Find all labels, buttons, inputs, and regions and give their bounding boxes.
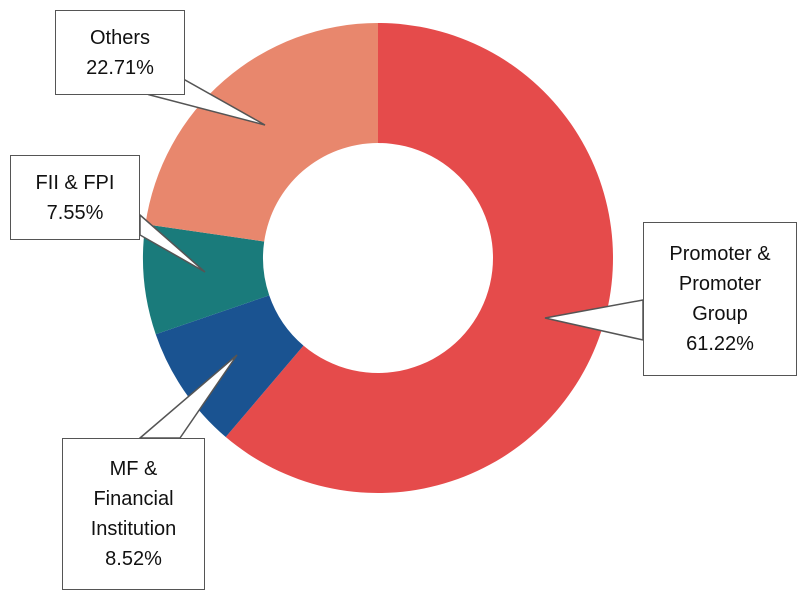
category-label: Promoter & Promoter Group <box>669 243 771 325</box>
callout-pointer <box>139 213 206 273</box>
callout-box: Promoter & Promoter Group 61.22% <box>643 222 797 376</box>
category-label: FII & FPI <box>35 171 115 194</box>
callout-box: Others 22.71% <box>55 10 185 95</box>
value-label: 22.71% <box>86 56 154 79</box>
donut-slice <box>225 23 614 493</box>
callout-box: MF & Financial Institution 8.52% <box>62 438 205 590</box>
category-label: Others <box>89 26 151 49</box>
value-label: 61.22% <box>686 333 754 355</box>
callout-box: FII & FPI 7.55% <box>10 155 140 240</box>
donut-slice <box>145 23 378 242</box>
value-label: 8.52% <box>105 548 162 570</box>
category-label: MF & Financial Institution <box>90 458 177 540</box>
value-label: 7.55% <box>46 201 104 224</box>
